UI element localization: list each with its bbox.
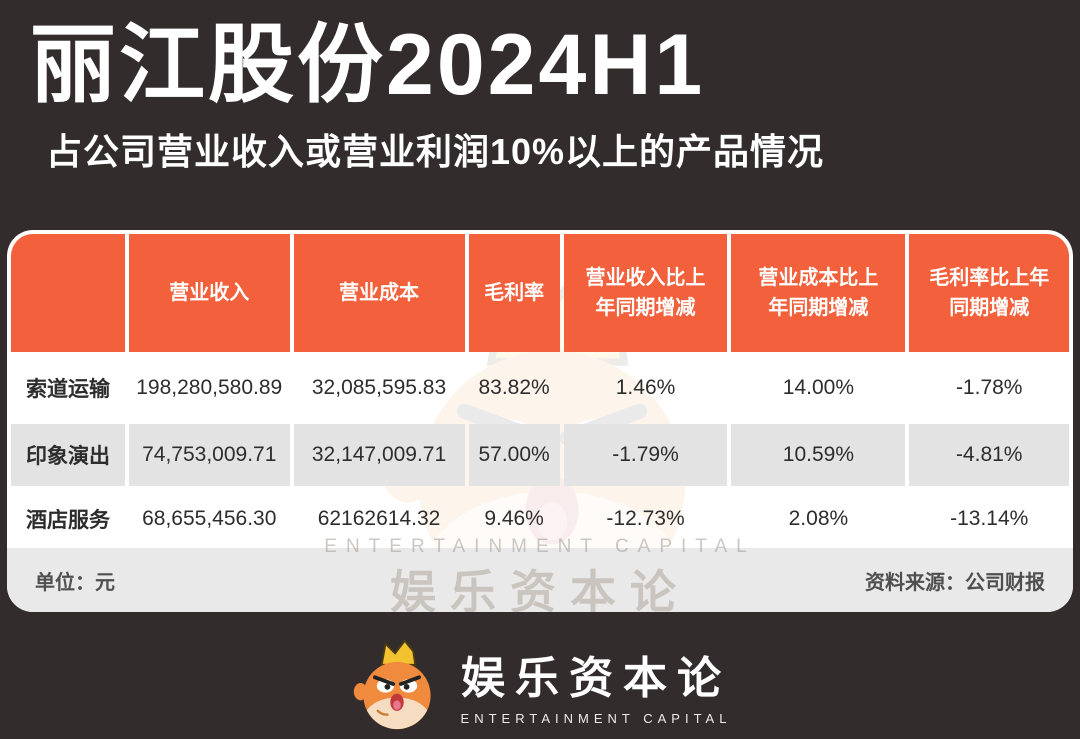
cell-cost: 32,147,009.71 bbox=[293, 424, 465, 486]
data-table-card: ENTERTAINMENT CAPITAL 娱乐资本论 营业收入 营业成本 毛利… bbox=[7, 230, 1073, 612]
row-label: 酒店服务 bbox=[25, 509, 110, 532]
table-footnotes: 单位：元 资料来源：公司财报 bbox=[7, 548, 1073, 612]
cell-gross-margin: 57.00% bbox=[468, 424, 560, 486]
cell-cost-yoy: 10.59% bbox=[731, 424, 906, 486]
data-table: 营业收入 营业成本 毛利率 营业收入比上年同期增减 营业成本比上年同期增减 毛利… bbox=[7, 230, 1073, 548]
cell-cost: 62162614.32 bbox=[317, 507, 441, 530]
cell-revenue-yoy: -1.79% bbox=[563, 424, 728, 486]
cell-gross-margin: 9.46% bbox=[484, 507, 544, 530]
source-note: 资料来源：公司财报 bbox=[865, 571, 1045, 594]
page-title: 丽江股份2024H1 bbox=[30, 17, 706, 113]
header-cell-revenue-yoy: 营业收入比上年同期增减 bbox=[563, 234, 728, 352]
cell-revenue: 198,280,580.89 bbox=[136, 376, 283, 399]
brand-logo: 娱乐资本论 ENTERTAINMENT CAPITAL bbox=[0, 636, 1080, 732]
brand-name-en: ENTERTAINMENT CAPITAL bbox=[460, 711, 732, 726]
cell-revenue-yoy: 1.46% bbox=[615, 376, 676, 399]
cell-cost-yoy: 2.08% bbox=[788, 507, 849, 530]
header-cell-product bbox=[11, 234, 125, 352]
cell-revenue-yoy: -12.73% bbox=[606, 507, 685, 530]
unit-note: 单位：元 bbox=[35, 571, 115, 594]
header-cell-gross-margin: 毛利率 bbox=[468, 234, 560, 352]
cell-revenue: 68,655,456.30 bbox=[142, 507, 277, 530]
cell-margin-yoy: -13.14% bbox=[950, 507, 1029, 530]
row-label: 印象演出 bbox=[11, 424, 125, 486]
header-cell-cost-yoy: 营业成本比上年同期增减 bbox=[731, 234, 906, 352]
brand-text: 娱乐资本论 ENTERTAINMENT CAPITAL bbox=[461, 642, 732, 726]
row-label: 索道运输 bbox=[25, 378, 110, 401]
cell-gross-margin: 83.82% bbox=[478, 376, 550, 399]
brand-name-cn: 娱乐资本论 bbox=[461, 653, 731, 704]
pufferfish-icon bbox=[353, 639, 431, 730]
title-block: 丽江股份2024H1 占公司营业收入或营业利润10%以上的产品情况 bbox=[30, 18, 824, 175]
header-cell-margin-yoy: 毛利率比上年同期增减 bbox=[909, 234, 1069, 352]
header-cell-revenue: 营业收入 bbox=[128, 234, 290, 352]
cell-cost: 32,085,595.83 bbox=[311, 376, 447, 399]
page-subtitle: 占公司营业收入或营业利润10%以上的产品情况 bbox=[46, 130, 825, 172]
header-cell-cost: 营业成本 bbox=[293, 234, 465, 352]
cell-revenue: 74,753,009.71 bbox=[128, 424, 290, 486]
cell-cost-yoy: 14.00% bbox=[782, 376, 855, 399]
cell-margin-yoy: -1.78% bbox=[955, 376, 1023, 399]
cell-margin-yoy: -4.81% bbox=[909, 424, 1069, 486]
